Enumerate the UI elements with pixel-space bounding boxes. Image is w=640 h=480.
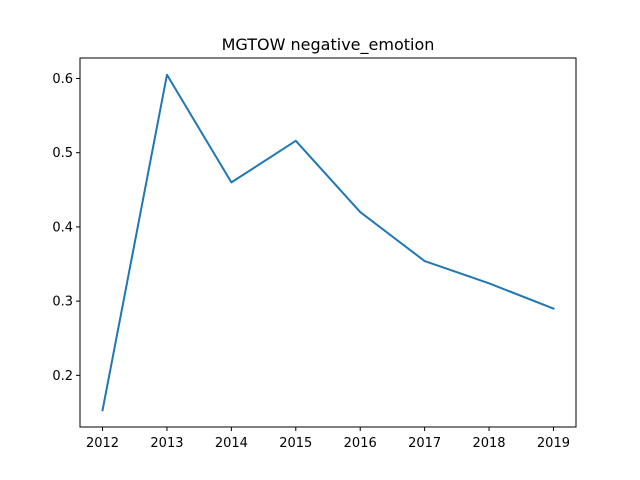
x-tick-label: 2016 — [344, 436, 377, 451]
x-tick-label: 2014 — [215, 436, 248, 451]
series-line — [101, 73, 555, 412]
plot-frame — [79, 57, 577, 428]
x-tick-label: 2018 — [472, 436, 505, 451]
x-tick-label: 2013 — [150, 436, 183, 451]
chart-title: MGTOW negative_emotion — [222, 35, 435, 55]
y-tick-label: 0.3 — [52, 295, 73, 310]
y-tick-label: 0.4 — [52, 220, 73, 235]
y-tick-label: 0.5 — [52, 146, 73, 161]
x-axis: 2012 2013 2014 2015 2016 2017 2018 2019 — [86, 427, 570, 451]
y-tick-label: 0.6 — [52, 72, 73, 87]
y-axis: 0.2 0.3 0.4 0.5 0.6 — [52, 72, 80, 384]
x-tick-label: 2015 — [279, 436, 312, 451]
y-tick-label: 0.2 — [52, 369, 73, 384]
x-tick-label: 2019 — [537, 436, 570, 451]
x-tick-label: 2012 — [86, 436, 119, 451]
x-tick-label: 2017 — [408, 436, 441, 451]
